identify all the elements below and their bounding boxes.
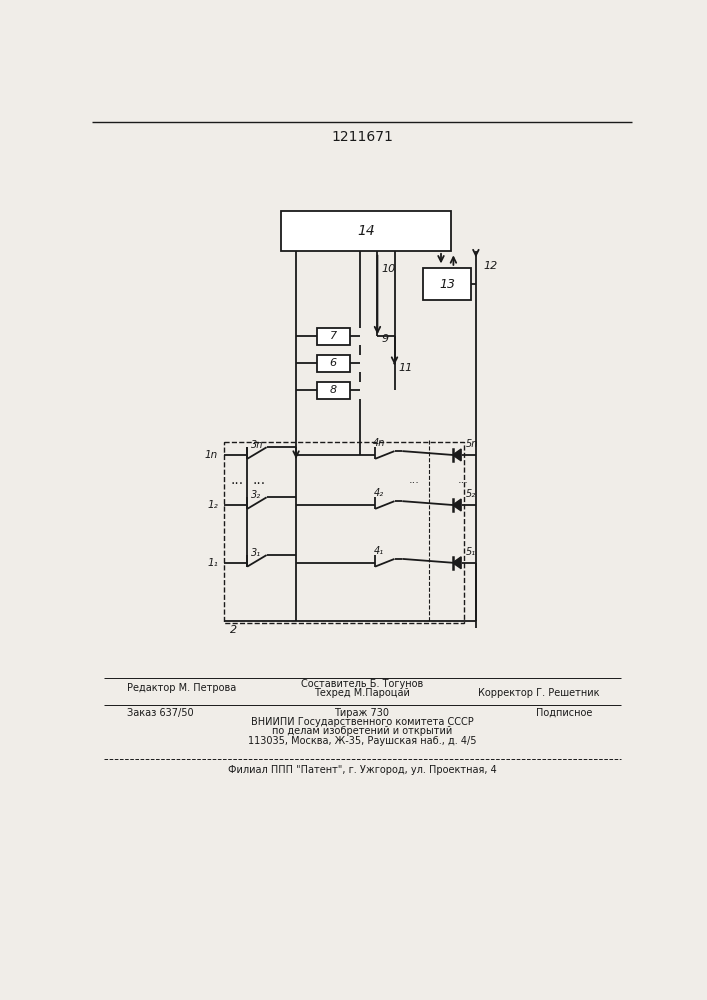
Text: Филиал ППП "Патент", г. Ужгород, ул. Проектная, 4: Филиал ППП "Патент", г. Ужгород, ул. Про… xyxy=(228,765,496,775)
Text: 13: 13 xyxy=(439,278,455,291)
Text: 11: 11 xyxy=(398,363,413,373)
Polygon shape xyxy=(452,499,461,511)
Text: ВНИИПИ Государственного комитета СССР: ВНИИПИ Государственного комитета СССР xyxy=(250,717,473,727)
Text: 113035, Москва, Ж-35, Раушская наб., д. 4/5: 113035, Москва, Ж-35, Раушская наб., д. … xyxy=(247,736,477,746)
Bar xyxy=(224,442,464,623)
Text: 1n: 1n xyxy=(204,450,218,460)
Text: 2: 2 xyxy=(230,625,238,635)
Polygon shape xyxy=(452,449,461,461)
Text: 4₂: 4₂ xyxy=(374,488,384,498)
Bar xyxy=(317,382,349,399)
Text: 1₂: 1₂ xyxy=(207,500,218,510)
Text: 14: 14 xyxy=(357,224,375,238)
Polygon shape xyxy=(452,557,461,569)
Text: 1₁: 1₁ xyxy=(207,558,218,568)
Text: ...: ... xyxy=(458,475,469,485)
Text: Тираж 730: Тираж 730 xyxy=(334,708,390,718)
Bar xyxy=(281,211,451,251)
Text: ...: ... xyxy=(230,473,244,487)
Text: 3₁: 3₁ xyxy=(251,548,262,558)
Bar xyxy=(317,355,349,372)
Text: 10: 10 xyxy=(381,264,396,274)
Text: 3₂: 3₂ xyxy=(251,490,262,500)
Text: ...: ... xyxy=(409,475,419,485)
Text: 5n: 5n xyxy=(466,439,478,449)
Text: 8: 8 xyxy=(329,385,337,395)
Text: 12: 12 xyxy=(484,261,498,271)
Text: Составитель Б. Тогунов: Составитель Б. Тогунов xyxy=(300,679,423,689)
Text: 3n: 3n xyxy=(251,440,264,450)
Bar xyxy=(317,328,349,345)
Text: 4₁: 4₁ xyxy=(374,546,384,556)
Text: Редактор М. Петрова: Редактор М. Петрова xyxy=(127,683,236,693)
Text: 9: 9 xyxy=(381,334,388,344)
Text: 4n: 4n xyxy=(373,438,385,448)
Text: 1211671: 1211671 xyxy=(331,130,393,144)
Text: 5₂: 5₂ xyxy=(466,489,476,499)
Text: Техред М.Пароцай: Техред М.Пароцай xyxy=(314,688,410,698)
Bar xyxy=(423,268,472,300)
Text: 6: 6 xyxy=(329,358,337,368)
Text: Заказ 637/50: Заказ 637/50 xyxy=(127,708,194,718)
Text: ...: ... xyxy=(252,473,265,487)
Text: 5₁: 5₁ xyxy=(466,547,476,557)
Text: Подписное: Подписное xyxy=(536,708,592,718)
Text: 7: 7 xyxy=(329,331,337,341)
Text: по делам изобретений и открытий: по делам изобретений и открытий xyxy=(271,726,452,736)
Text: Корректор Г. Решетник: Корректор Г. Решетник xyxy=(479,688,600,698)
